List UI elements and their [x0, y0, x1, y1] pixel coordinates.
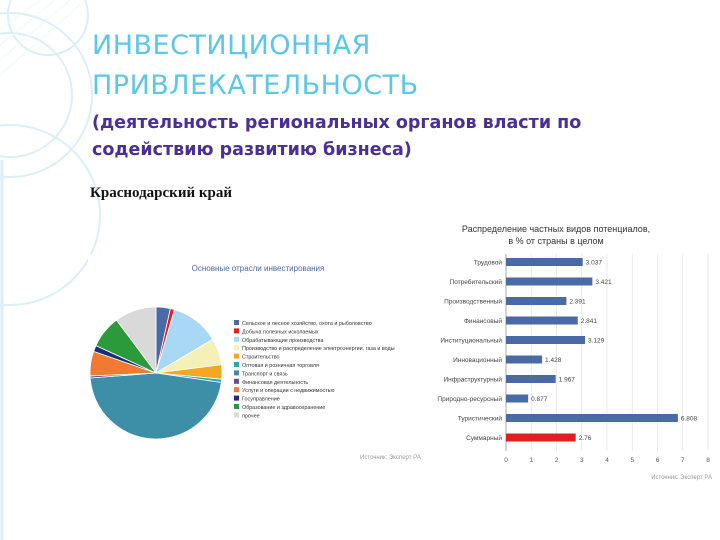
pie-chart: Основные отрасли инвестирования Сельское… — [88, 255, 438, 470]
pie-legend-swatch — [234, 387, 239, 393]
bar-x-tick-label: 5 — [630, 457, 634, 464]
pie-legend: Сельское и лесное хозяйство, охота и рыб… — [234, 320, 395, 419]
bar — [506, 316, 578, 325]
pie-legend-label: Транспорт и связь — [242, 371, 288, 377]
bar-category-labels: Трудовой Потребительский Производственный Ф… — [437, 259, 502, 443]
pie-legend-swatch — [234, 370, 239, 376]
pie-legend-label: Производство и распределение электроэнер… — [242, 346, 395, 352]
bar-category-label: Финансовый — [464, 317, 502, 325]
pie-legend-swatch — [234, 378, 239, 384]
bar-x-tick-label: 3 — [580, 457, 584, 464]
bar-x-tick-label: 0 — [504, 457, 508, 464]
bar-x-tick-label: 1 — [529, 457, 533, 464]
bar-value-label: 1.967 — [559, 377, 576, 384]
pie-chart-source: Источник: Эксперт РА — [360, 455, 421, 461]
bar-chart-title-line-1: Распределение частных видов потенциалов, — [462, 224, 650, 234]
bar-category-label: Производственный — [444, 298, 502, 306]
pie-legend-swatch — [234, 404, 239, 409]
pie-legend-label: Финансовая деятельность — [242, 380, 308, 386]
bar-category-label: Трудовой — [474, 259, 503, 267]
bar-value-label: 2.76 — [579, 435, 592, 442]
bar-category-label: Инфраструктурный — [443, 376, 502, 384]
bar-value-label: 3.421 — [595, 279, 612, 286]
pie-legend-swatch — [234, 362, 239, 367]
bar-category-label: Институциональный — [440, 337, 502, 345]
pie-legend-swatch — [234, 328, 239, 334]
bar-x-tick-labels: 0 1 2 3 4 5 6 7 8 — [504, 457, 710, 464]
pie-legend-label: Оптовая и розничная торговля — [242, 363, 319, 369]
bar — [506, 336, 586, 344]
pie-legend-label: Обрабатывающие производства — [242, 338, 323, 344]
bar — [506, 355, 543, 364]
slide-subtitle-line-2: содействию развитию бизнеса) — [92, 140, 412, 160]
pie-slice — [115, 306, 157, 375]
bar — [506, 277, 593, 286]
pie-legend-swatch — [234, 412, 239, 418]
pie-legend-label: прочее — [242, 413, 260, 419]
bar — [506, 375, 556, 383]
pie-legend-swatch — [234, 345, 239, 351]
bar-marks: 3.037 3.421 2.391 2.841 3.129 1.428 1.967 0.877… — [506, 258, 698, 442]
bar-chart-source: Источник: Эксперт РА — [651, 475, 712, 481]
pie-legend-label: Услуги и операции с недвижимостью — [242, 388, 335, 394]
bar-category-label: Суммарный — [466, 434, 502, 442]
bar-chart: Распределение частных видов потенциалов,… — [437, 224, 712, 481]
bar-x-tick-label: 7 — [681, 457, 685, 464]
bar-value-label: 1.428 — [545, 357, 562, 364]
pie-legend-label: Образование и здравоохранение — [242, 405, 325, 411]
pie-legend-swatch — [234, 320, 239, 325]
bar-value-label: 2.391 — [569, 299, 586, 306]
bar — [506, 258, 583, 266]
pie-legend-label: Госуправление — [242, 397, 280, 403]
bar-chart-title-line-2: в % от страны в целом — [508, 236, 603, 246]
bar — [506, 297, 567, 305]
slide-title: ИНВЕСТИЦИОННАЯ ПРИВЛЕКАТЕЛЬНОСТЬ — [92, 26, 419, 106]
pie-legend-label: Сельское и лесное хозяйство, охота и рыб… — [242, 320, 372, 327]
bar-category-label: Потребительский — [450, 278, 503, 286]
bar-x-tick-label: 6 — [656, 457, 660, 464]
bar-value-label: 6.808 — [681, 416, 698, 423]
bar — [506, 414, 678, 422]
bar — [506, 433, 576, 442]
pie-legend-swatch — [234, 353, 239, 359]
pie-legend-label: Строительство — [242, 355, 280, 361]
slide-subtitle: (деятельность региональных органов власт… — [92, 110, 581, 164]
pie-legend-label: Добыча полезных ископаемых — [242, 329, 319, 335]
bar-x-tick-label: 2 — [555, 457, 559, 464]
pie-slices — [89, 306, 223, 440]
pie-chart-title: Основные отрасли инвестирования — [192, 264, 325, 273]
bar — [506, 394, 529, 403]
bar-x-tick-label: 4 — [605, 457, 609, 464]
slide-title-line-1: ИНВЕСТИЦИОННАЯ — [92, 30, 371, 61]
bar-value-label: 2.841 — [581, 318, 598, 325]
bar-category-label: Инновационный — [453, 356, 502, 364]
slide-subtitle-line-1: (деятельность региональных органов власт… — [92, 113, 582, 133]
region-label: Краснодарский край — [90, 185, 232, 201]
bar-x-tick-label: 8 — [706, 457, 710, 464]
pie-legend-swatch — [234, 336, 239, 342]
bar-value-label: 0.877 — [531, 396, 548, 403]
bar-category-label: Туристический — [458, 415, 503, 423]
slide-title-line-2: ПРИВЛЕКАТЕЛЬНОСТЬ — [92, 70, 419, 101]
bar-value-label: 3.037 — [586, 260, 603, 267]
pie-legend-swatch — [234, 395, 239, 401]
pie-slice — [89, 372, 222, 440]
bar-value-label: 3.129 — [588, 338, 605, 345]
bar-category-label: Природно-ресурсный — [437, 395, 502, 403]
